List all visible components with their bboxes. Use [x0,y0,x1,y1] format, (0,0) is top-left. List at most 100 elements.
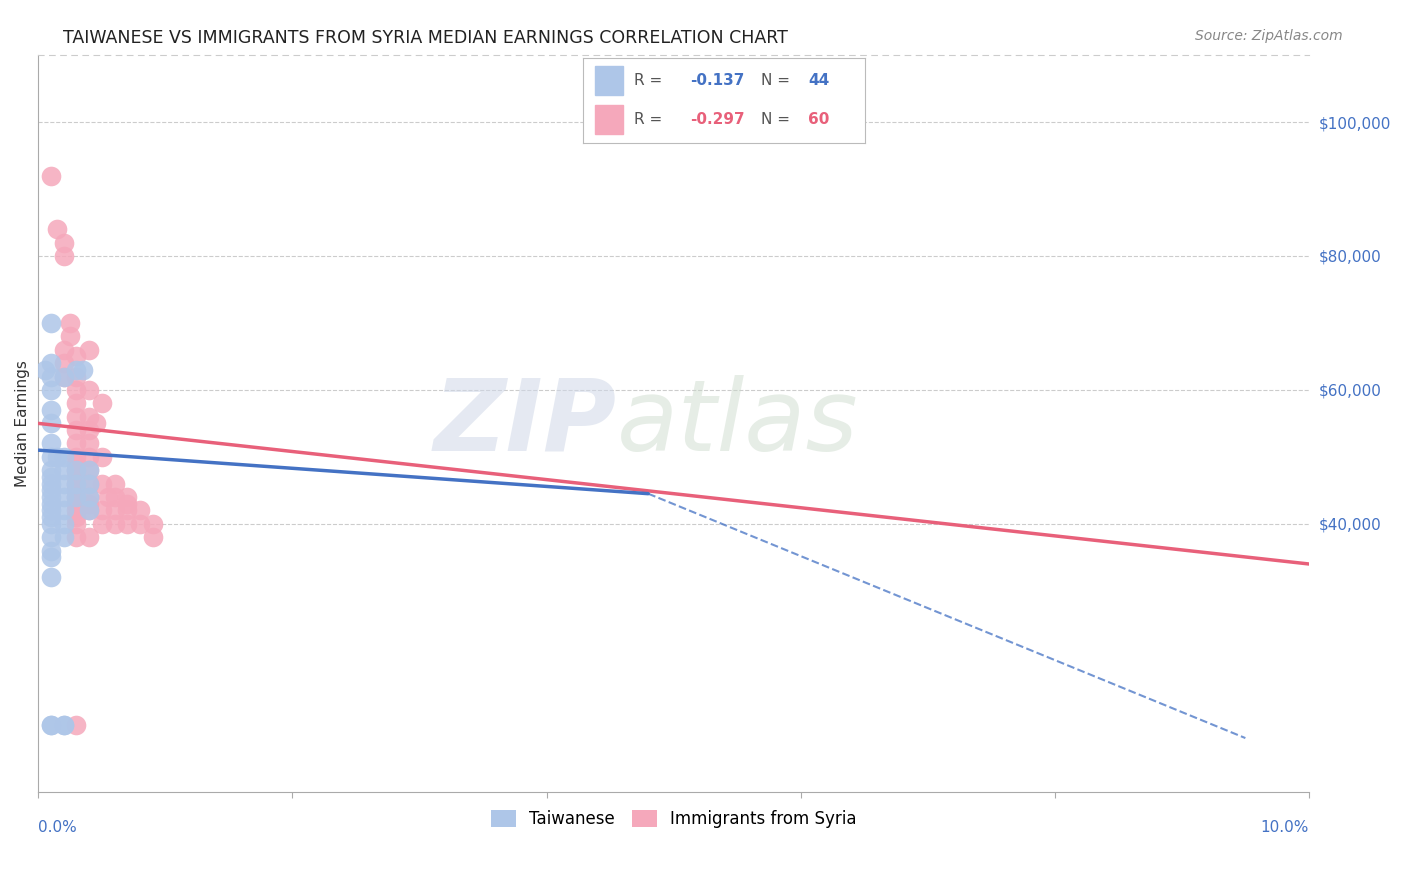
Point [52,516,75,531]
Point [65,503,87,517]
Point [103,503,125,517]
Point [77,409,100,424]
Point [77,490,100,504]
Text: R =: R = [634,112,668,128]
Text: Source: ZipAtlas.com: Source: ZipAtlas.com [1195,29,1343,43]
Point [72,363,94,377]
Point [77,423,100,437]
Point [39,369,62,384]
Point [117,503,139,517]
Point [77,503,100,517]
Point [52,343,75,357]
Point [77,476,100,491]
Point [117,516,139,531]
Point [90,476,112,491]
Point [77,463,100,477]
Text: R =: R = [634,73,668,88]
Point [39,417,62,431]
Point [77,343,100,357]
Point [65,457,87,471]
Point [65,409,87,424]
Point [65,476,87,491]
Point [103,516,125,531]
Point [39,403,62,417]
Bar [595,105,623,134]
Point [39,463,62,477]
Y-axis label: Median Earnings: Median Earnings [15,360,30,487]
Point [39,717,62,731]
Point [65,450,87,464]
Point [39,476,62,491]
Text: 0.0%: 0.0% [38,820,77,835]
Point [39,570,62,584]
Point [129,516,152,531]
Point [65,490,87,504]
Text: 60: 60 [808,112,830,128]
Point [65,717,87,731]
Point [52,356,75,370]
Point [90,503,112,517]
Point [65,369,87,384]
Point [39,503,62,517]
Point [52,717,75,731]
Bar [595,67,623,95]
Point [129,503,152,517]
Point [103,490,125,504]
Point [65,383,87,397]
Legend: Taiwanese, Immigrants from Syria: Taiwanese, Immigrants from Syria [484,804,863,835]
Point [52,717,75,731]
Point [65,363,87,377]
Point [39,516,62,531]
Point [103,476,125,491]
Point [46,450,69,464]
Text: TAIWANESE VS IMMIGRANTS FROM SYRIA MEDIAN EARNINGS CORRELATION CHART: TAIWANESE VS IMMIGRANTS FROM SYRIA MEDIA… [63,29,789,46]
Point [65,423,87,437]
Point [39,356,62,370]
Point [52,490,75,504]
Point [77,450,100,464]
Point [65,476,87,491]
Point [65,463,87,477]
Point [52,463,75,477]
Point [77,490,100,504]
Text: N =: N = [761,73,794,88]
Point [52,369,75,384]
Point [52,503,75,517]
Point [77,497,100,511]
Point [90,396,112,410]
Point [65,530,87,544]
Point [39,483,62,498]
Point [39,497,62,511]
Point [65,483,87,498]
Point [52,369,75,384]
Point [52,450,75,464]
Point [65,396,87,410]
Point [39,530,62,544]
Text: 44: 44 [808,73,830,88]
Point [39,717,62,731]
Point [39,490,62,504]
Point [46,222,69,236]
Point [39,510,62,524]
Point [117,497,139,511]
Text: ZIP: ZIP [433,375,616,472]
Point [77,476,100,491]
Point [59,316,82,330]
Point [65,470,87,484]
Point [39,543,62,558]
Point [90,450,112,464]
Point [39,316,62,330]
Text: -0.297: -0.297 [690,112,745,128]
Point [52,476,75,491]
Point [39,383,62,397]
Point [39,450,62,464]
Point [142,530,165,544]
Point [77,503,100,517]
Point [97,490,120,504]
Point [65,436,87,450]
Point [142,516,165,531]
Point [77,530,100,544]
Point [52,530,75,544]
Point [90,516,112,531]
Point [65,497,87,511]
